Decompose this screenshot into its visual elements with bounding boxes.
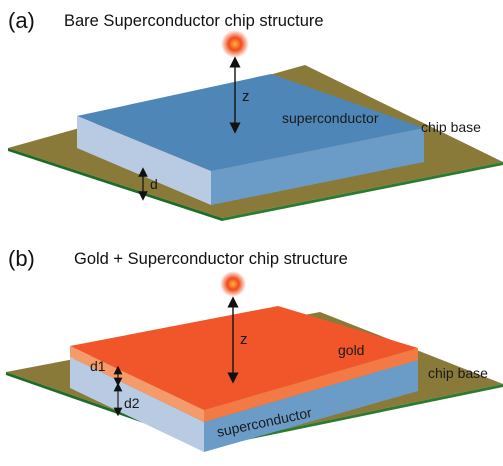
superconductor-label-a: superconductor — [282, 110, 379, 126]
panel-a-title: Bare Superconductor chip structure — [64, 12, 324, 30]
particle-a — [221, 30, 249, 58]
superconductor-block-b — [70, 357, 418, 452]
panel-b-title: Gold + Superconductor chip structure — [74, 250, 348, 268]
panel-b: (b) Gold + Superconductor chip structure… — [6, 246, 503, 452]
gold-thickness-label-b: d1 — [90, 358, 106, 374]
panel-a: (a) Bare Superconductor chip structure z… — [8, 8, 503, 221]
thickness-label-a: d — [150, 176, 158, 192]
gold-label-b: gold — [338, 342, 364, 358]
height-label-a: z — [242, 88, 250, 105]
chip-base-label-a: chip base — [421, 119, 481, 135]
chip-base-label-b: chip base — [428, 365, 488, 381]
panel-a-label: (a) — [8, 8, 35, 33]
gold-layer-b — [70, 306, 418, 422]
sc-thickness-label-b: d2 — [124, 395, 140, 411]
height-label-b: z — [240, 331, 248, 348]
particle-b — [220, 271, 246, 297]
panel-b-label: (b) — [8, 246, 35, 271]
superconductor-block-a — [77, 74, 424, 205]
